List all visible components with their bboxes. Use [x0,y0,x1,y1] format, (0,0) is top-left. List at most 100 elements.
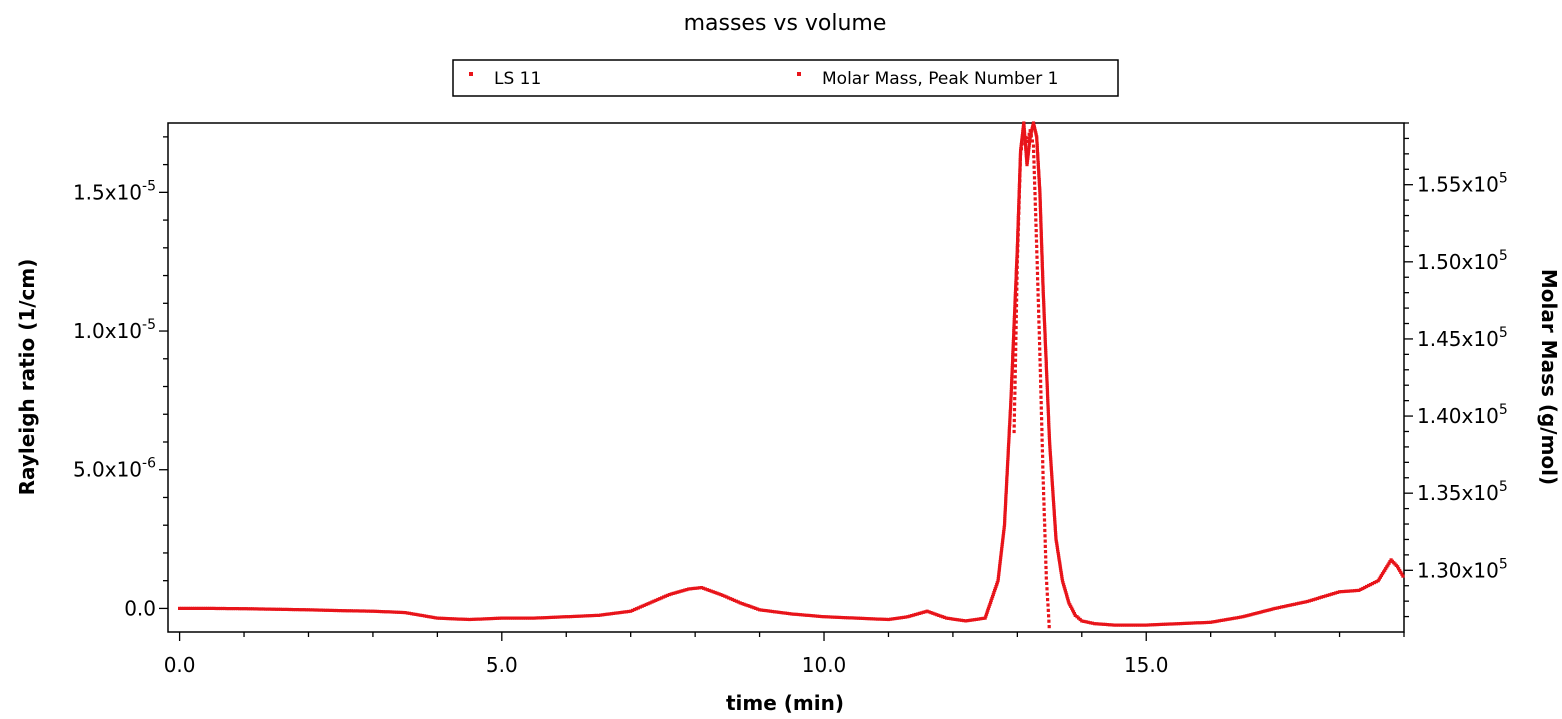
ls11-point [966,619,970,623]
ls11-point [1039,231,1043,235]
y2-axis-label: Molar Mass (g/mol) [1537,269,1561,485]
ls11-point [1039,240,1044,244]
ls11-point [1044,355,1048,359]
ls11-point [1050,474,1054,479]
ls11-point [631,608,635,612]
ls11-point [695,586,699,590]
ls11-point [1006,457,1010,462]
ls11-point [401,610,405,615]
ls11-point [1043,344,1048,348]
ls11-point [955,618,959,622]
ls11-point [1048,449,1052,453]
ls11-point [1307,599,1311,603]
ls11-point [893,617,897,621]
ls11-point [1041,290,1045,294]
ls11-point [1121,623,1125,627]
molar-mass-point [1040,444,1044,448]
ls11-point [1071,608,1075,612]
ls11-point [1057,556,1061,560]
molar-mass-point [1037,331,1041,335]
series-molar-mass [1012,129,1051,629]
ls11-point [1002,527,1006,532]
ls11-point [1051,485,1055,489]
ls11-point [1007,440,1011,444]
ls11-point [1338,590,1342,594]
ls11-point [326,608,330,612]
ls11-point [1153,623,1157,627]
molar-mass-point [1047,625,1051,629]
ls11-point [1068,603,1072,607]
ls11-point [558,615,562,619]
ls11-point [478,617,482,621]
ls11-point [1039,227,1043,231]
molar-mass-point [1041,454,1045,458]
ls11-point [1052,507,1056,511]
ls11-point [1022,125,1026,129]
ls11-point [330,608,334,612]
ls11-point [809,614,813,618]
ls11-point [1038,199,1042,203]
molar-mass-point [1035,255,1039,259]
ls11-point [1063,587,1067,591]
ls11-point [1000,544,1004,549]
molar-mass-point [1046,608,1050,612]
ls11-point [798,613,802,617]
ls11-point [515,616,519,620]
ls11-point [719,593,723,597]
ls11-point [1006,453,1010,457]
ls11-point [581,614,585,618]
ls11-point [1018,170,1022,174]
molar-mass-point [1034,213,1038,217]
ls11-point [480,617,485,621]
molar-mass-point [1032,149,1036,153]
ls11-point [575,614,579,618]
ls11-point [717,592,721,596]
ls11-point [996,579,1000,583]
ls11-point [1037,171,1041,175]
ls11-point [1002,530,1006,534]
ls11-point [435,616,439,620]
ls11-point [962,619,966,623]
ls11-point [933,612,937,616]
ls11-point [1313,597,1317,601]
molar-mass-point [1017,217,1021,221]
ls11-point [1043,333,1047,337]
molar-mass-point [1012,429,1016,434]
ls11-point [1006,455,1010,459]
ls11-point [1052,511,1056,515]
ls11-point [1048,442,1052,446]
ls11-point [388,610,392,614]
molar-mass-point [1014,331,1018,335]
ls11-point [1016,220,1020,224]
ls11-point [863,616,867,621]
ls11-point [1046,394,1050,398]
ls11-point [1170,622,1174,626]
ls11-point [709,589,713,593]
molar-mass-point [1041,486,1046,490]
ls11-point [407,611,411,615]
molar-mass-point [1044,576,1048,580]
ls11-point [992,590,996,595]
ls11-point [925,609,929,613]
y2-tick-label: 1.35x105 [1417,479,1508,505]
ls11-point [1016,235,1020,239]
ls11-point [1059,570,1063,574]
ls11-point [586,614,590,618]
ls11-point [257,607,261,611]
molar-mass-point [1027,132,1031,136]
molar-mass-point [1014,320,1018,324]
ls11-point [523,616,527,620]
ls11-point [953,617,957,621]
ls11-point [1237,615,1241,620]
ls11-point [1209,620,1213,624]
ls11-point [908,614,912,618]
ls11-point [1026,150,1031,154]
ls11-point [1008,411,1012,416]
ls11-point [285,607,289,611]
ls11-point [734,599,738,603]
molar-mass-point [1033,181,1037,185]
ls11-point [824,615,828,619]
ls11-point [1023,141,1027,145]
ls11-point [1379,573,1383,578]
ls11-point [1013,309,1017,313]
